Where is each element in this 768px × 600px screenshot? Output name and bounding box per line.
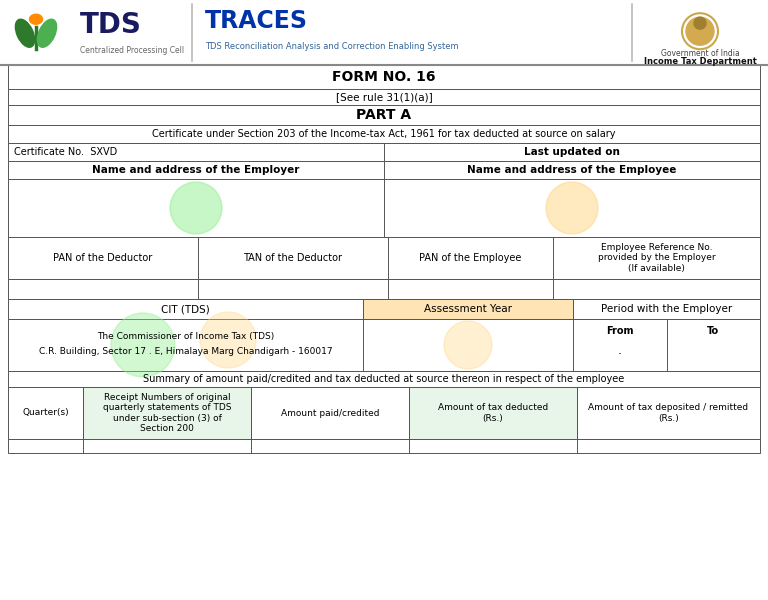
Text: C.R. Building, Sector 17 . E, Himalaya Marg Chandigarh - 160017: C.R. Building, Sector 17 . E, Himalaya M… [38, 346, 333, 355]
Text: TDS Reconciliation Analysis and Correction Enabling System: TDS Reconciliation Analysis and Correcti… [205, 42, 458, 51]
Text: PAN of the Employee: PAN of the Employee [419, 253, 521, 263]
Text: TRACES: TRACES [205, 9, 308, 33]
Bar [8, 125, 760, 143]
Bar [363, 299, 573, 319]
Text: To: To [707, 326, 720, 336]
Ellipse shape [29, 14, 42, 24]
Text: CIT (TDS): CIT (TDS) [161, 304, 210, 314]
Bar [8, 387, 760, 439]
Bar [8, 179, 760, 237]
Text: [See rule 31(1)(a)]: [See rule 31(1)(a)] [336, 92, 432, 102]
Text: Government of India: Government of India [660, 49, 740, 58]
Bar [8, 105, 760, 125]
Text: .: . [617, 344, 622, 358]
Text: PAN of the Deductor: PAN of the Deductor [53, 253, 153, 263]
Text: Amount of tax deposited / remitted
(Rs.): Amount of tax deposited / remitted (Rs.) [588, 403, 749, 422]
Text: Receipt Numbers of original
quarterly statements of TDS
under sub-section (3) of: Receipt Numbers of original quarterly st… [103, 393, 231, 433]
Circle shape [170, 182, 222, 234]
Text: Last updated on: Last updated on [524, 147, 620, 157]
Text: Summary of amount paid/credited and tax deducted at source thereon in respect of: Summary of amount paid/credited and tax … [144, 374, 624, 384]
Bar [8, 279, 760, 299]
Bar [8, 143, 760, 161]
Circle shape [200, 312, 256, 368]
Bar [8, 439, 760, 453]
Ellipse shape [38, 19, 57, 47]
Bar [8, 161, 760, 179]
Text: TAN of the Deductor: TAN of the Deductor [243, 253, 343, 263]
Text: Period with the Employer: Period with the Employer [601, 304, 732, 314]
Text: FORM NO. 16: FORM NO. 16 [333, 70, 435, 84]
Text: Assessment Year: Assessment Year [424, 304, 512, 314]
Text: PART A: PART A [356, 108, 412, 122]
Bar [8, 237, 760, 279]
Circle shape [686, 17, 714, 45]
Text: From: From [606, 326, 634, 336]
Text: TDS: TDS [80, 11, 142, 38]
Text: Quarter(s): Quarter(s) [22, 409, 69, 418]
Bar [8, 371, 760, 387]
Bar [8, 299, 363, 319]
Circle shape [546, 182, 598, 234]
Text: Name and address of the Employer: Name and address of the Employer [92, 165, 300, 175]
Ellipse shape [15, 19, 35, 47]
Bar [8, 89, 760, 105]
Text: Name and address of the Employee: Name and address of the Employee [467, 165, 677, 175]
Bar [573, 299, 760, 319]
Text: Income Tax Department: Income Tax Department [644, 57, 756, 66]
Bar [8, 65, 760, 89]
Circle shape [444, 321, 492, 369]
Text: Employee Reference No.
provided by the Employer
(If available): Employee Reference No. provided by the E… [598, 243, 715, 273]
Text: Certificate under Section 203 of the Income-tax Act, 1961 for tax deducted at so: Certificate under Section 203 of the Inc… [152, 129, 616, 139]
Bar [83, 387, 251, 439]
Text: Centralized Processing Cell: Centralized Processing Cell [80, 46, 184, 55]
Text: Amount paid/credited: Amount paid/credited [281, 409, 379, 418]
Circle shape [694, 17, 706, 29]
Text: Amount of tax deducted
(Rs.): Amount of tax deducted (Rs.) [438, 403, 548, 422]
Bar [8, 319, 760, 371]
Bar [0, 0, 768, 65]
Text: The Commissioner of Income Tax (TDS): The Commissioner of Income Tax (TDS) [97, 332, 274, 341]
Bar [409, 387, 577, 439]
Circle shape [111, 313, 175, 377]
Text: Certificate No.  SXVD: Certificate No. SXVD [14, 147, 118, 157]
